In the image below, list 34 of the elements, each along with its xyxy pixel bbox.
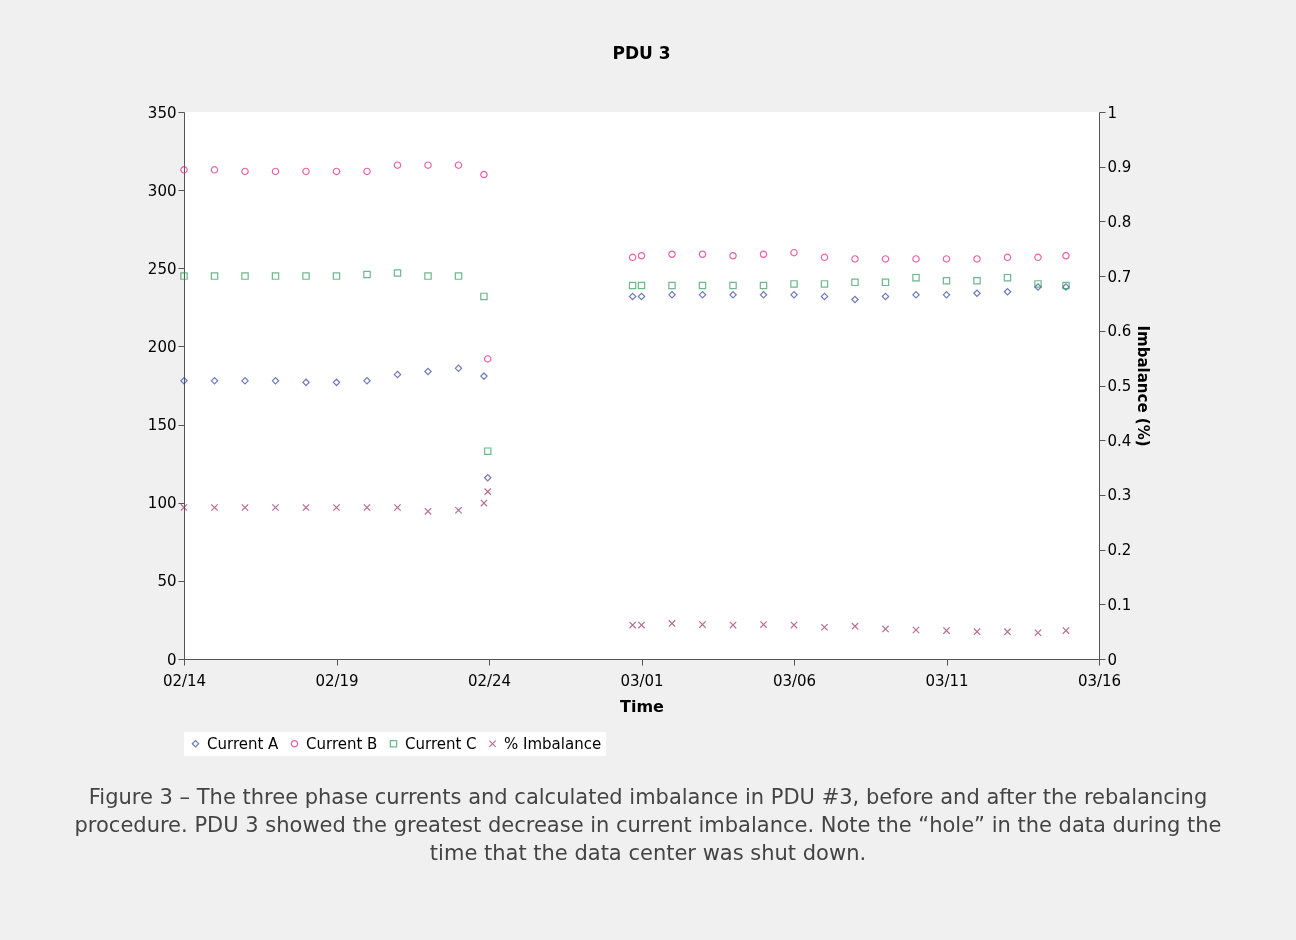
x-tick-label: 03/11 <box>924 671 969 690</box>
y2-tick-label: 0.3 <box>1107 486 1131 505</box>
y2-tick-label: 0.9 <box>1107 158 1131 177</box>
y2-tick-label: 1 <box>1107 103 1117 122</box>
legend-label: Current C <box>404 734 477 753</box>
y2-tick-label: 0.5 <box>1107 377 1131 395</box>
legend-label: % Imbalance <box>503 734 601 753</box>
legend-label: Current B <box>305 734 377 753</box>
y2-tick-label: 0 <box>1107 650 1117 669</box>
x-tick-label: 02/14 <box>162 671 206 690</box>
y2-tick-label: 0.4 <box>1107 431 1131 450</box>
x-tick-label: 02/24 <box>467 671 511 690</box>
x-tick-label: 03/06 <box>772 671 816 690</box>
x-tick-label: 03/16 <box>1077 671 1121 690</box>
y2-tick-label: 0.2 <box>1107 541 1131 560</box>
x-tick-label: 02/19 <box>314 671 359 690</box>
y-tick-label: 350 <box>147 103 176 122</box>
legend-label: Current A <box>206 734 279 753</box>
y-tick-label: 0 <box>166 650 176 669</box>
y2-tick-label: 0.6 <box>1107 322 1131 341</box>
y-tick-label: 200 <box>147 337 176 356</box>
y2-tick-label: 0.8 <box>1107 212 1131 231</box>
y2-tick-label: 0.7 <box>1107 267 1131 286</box>
caption: Figure 3 – The three phase currents and calculated imbalance in PDU #3, before and after the rebalancing procedure. PDU 3 showed the greatest decrease in current imbalance. Note the “hole” in the data during the time that the data center was shut down. <box>73 784 1223 867</box>
y-tick-label: 100 <box>147 494 176 513</box>
y2-axis-title: Imbalance (%) <box>1133 325 1152 447</box>
x-tick-label: 03/01 <box>619 671 664 690</box>
y-tick-label: 50 <box>156 572 176 591</box>
y-tick-label: 250 <box>147 259 176 278</box>
x-axis-title: Time <box>619 696 664 716</box>
y-tick-label: 300 <box>147 181 176 200</box>
y2-tick-label: 0.1 <box>1107 595 1131 614</box>
y-tick-label: 150 <box>147 416 176 435</box>
chart-title: PDU 3 <box>611 43 671 63</box>
